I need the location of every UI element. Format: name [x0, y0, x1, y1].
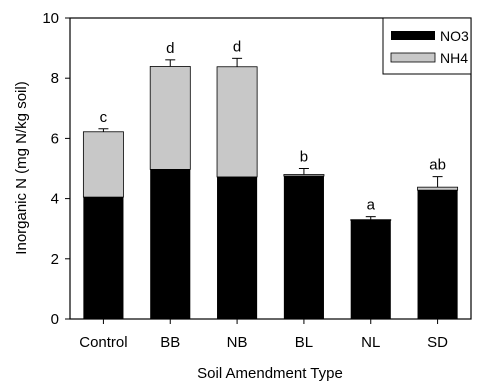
significance-letter-bl: b [300, 149, 308, 166]
x-axis: Control BB NB BL NL SD [79, 319, 448, 351]
significance-letter-nb: d [233, 38, 241, 55]
x-axis-label: Soil Amendment Type [197, 365, 343, 382]
x-tick-label-sd: SD [427, 334, 448, 351]
bar-no3-nb [217, 176, 258, 319]
legend-swatch-no3 [391, 31, 435, 40]
bar-nh4-bb [149, 66, 191, 170]
significance-letter-control: c [100, 109, 108, 126]
bar-no3-sd [417, 190, 458, 319]
x-tick-label-control: Control [79, 334, 127, 351]
y-tick-label-4: 4 [51, 191, 59, 208]
y-tick-label-6: 6 [51, 130, 59, 147]
y-tick-label-2: 2 [51, 251, 59, 268]
significance-letter-bb: d [166, 40, 174, 57]
error-bars-group [98, 57, 443, 220]
bar-nh4-control [82, 131, 124, 198]
y-tick-label-0: 0 [51, 311, 59, 328]
legend-label-no3: NO3 [440, 28, 469, 44]
bar-no3-bl [283, 176, 324, 319]
significance-letter-sd: ab [429, 157, 446, 174]
x-tick-label-bb: BB [160, 334, 180, 351]
bar-no3-nl [350, 220, 391, 319]
legend-box [382, 17, 472, 75]
y-tick-label-8: 8 [51, 70, 59, 87]
legend: NO3 NH4 [382, 17, 472, 75]
x-tick-label-nb: NB [227, 334, 248, 351]
y-axis-label: Inorganic N (mg N/kg soil) [13, 81, 30, 254]
y-axis: 0 2 4 6 8 10 [42, 10, 70, 328]
legend-swatch-nh4 [390, 52, 436, 63]
bar-no3-control [83, 197, 124, 319]
y-tick-label-10: 10 [42, 10, 59, 27]
x-tick-label-nl: NL [361, 334, 380, 351]
significance-letter-nl: a [367, 197, 376, 214]
x-tick-label-bl: BL [295, 334, 313, 351]
legend-label-nh4: NH4 [440, 50, 468, 66]
bar-nh4-nb [216, 66, 258, 178]
plot-frame [69, 17, 472, 320]
bar-nh4-sd [417, 186, 459, 191]
significance-letters-group: c d d b a ab [100, 38, 446, 213]
bar-nh4-bl [283, 174, 325, 177]
bar-nh4-nl [350, 219, 392, 221]
bars-group [82, 66, 459, 319]
bar-no3-bb [150, 169, 191, 319]
